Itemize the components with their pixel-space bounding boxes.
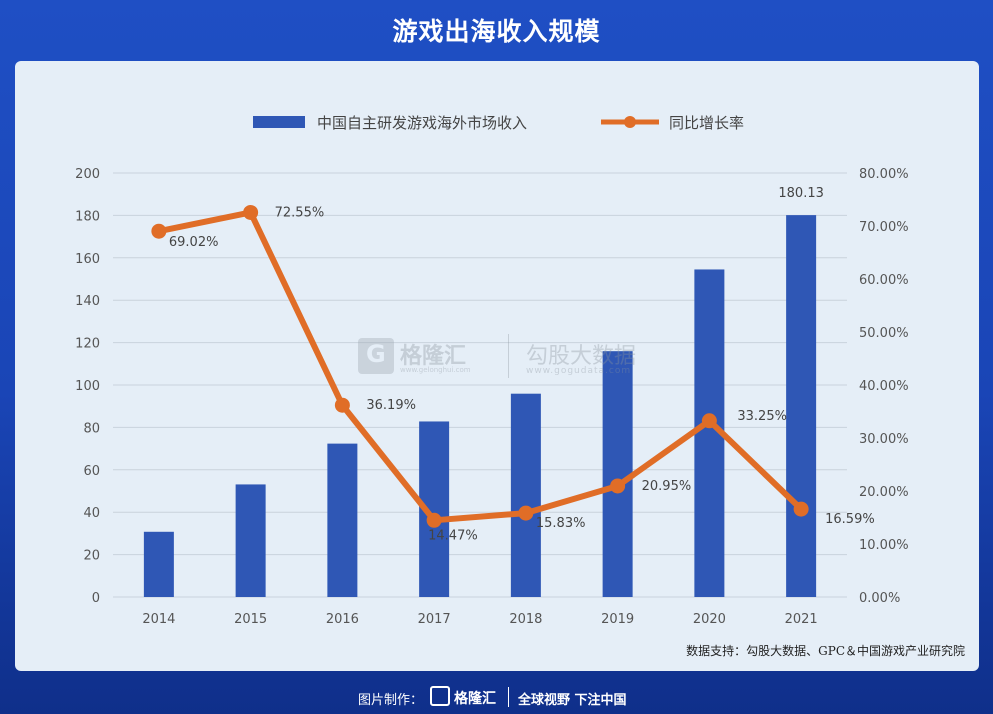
footer-made-by: 图片制作： <box>358 693 424 708</box>
gelonghui-logo-icon: G <box>358 338 394 374</box>
y-left-tick-label: 0 <box>92 591 100 606</box>
x-tick-label: 2020 <box>693 612 726 627</box>
growth-rate-point <box>701 413 717 429</box>
bar-value-label: 180.13 <box>778 186 824 201</box>
x-tick-label: 2018 <box>509 612 542 627</box>
y-right-tick-label: 20.00% <box>859 485 909 500</box>
growth-rate-point <box>610 478 626 494</box>
source-note: 数据支持：勾股大数据、GPC＆中国游戏产业研究院 <box>686 644 965 658</box>
y-left-tick-label: 180 <box>75 209 100 224</box>
gridlines <box>113 172 847 598</box>
footer-slogan: 全球视野 下注中国 <box>518 693 627 708</box>
growth-rate-point <box>426 512 442 528</box>
growth-rate-line <box>155 209 805 524</box>
growth-rate-label: 16.59% <box>825 512 875 527</box>
x-tick-label: 2019 <box>601 612 634 627</box>
watermark-brand-1: 格隆汇 <box>400 344 467 369</box>
y-right-tick-label: 50.00% <box>859 326 909 341</box>
y-right-tick-label: 0.00% <box>859 591 900 606</box>
x-tick-label: 2021 <box>785 612 818 627</box>
y-left-tick-label: 200 <box>75 167 100 182</box>
watermark-url-2: www.gogudata.com <box>526 366 632 376</box>
y-right-tick-label: 80.00% <box>859 167 909 182</box>
page-title: 游戏出海收入规模 <box>392 17 601 46</box>
watermark-url-1: www.gelonghui.com <box>400 366 471 374</box>
footer-logo-icon <box>430 686 450 706</box>
x-tick-label: 2016 <box>326 612 359 627</box>
combo-chart: 中国自主研发游戏海外市场收入 同比增长率 0 20 40 60 80 100 120 140 16… <box>75 114 908 627</box>
y-right-tick-label: 70.00% <box>859 220 909 235</box>
axes: 0 20 40 60 80 100 120 140 160 180 200 0.00% 10.00% 20… <box>75 167 908 627</box>
bar <box>235 484 266 597</box>
bar <box>327 443 358 597</box>
growth-rate-label: 20.95% <box>642 479 692 494</box>
growth-rate-label: 69.02% <box>169 235 219 250</box>
y-left-tick-label: 60 <box>83 464 100 479</box>
growth-rate-label: 14.47% <box>428 528 478 543</box>
growth-rate-point <box>793 501 809 517</box>
legend-line-label: 同比增长率 <box>669 114 744 132</box>
y-right-tick-label: 40.00% <box>859 379 909 394</box>
growth-rate-label: 15.83% <box>536 516 586 531</box>
legend-bar-swatch <box>253 116 305 128</box>
watermark-brand-2: 勾股大数据 <box>526 344 637 369</box>
growth-rate-point <box>518 505 534 521</box>
y-left-tick-label: 20 <box>83 549 100 564</box>
watermark-divider <box>508 334 509 378</box>
growth-rate-point <box>243 204 259 220</box>
x-tick-label: 2014 <box>142 612 175 627</box>
y-left-tick-label: 80 <box>83 421 100 436</box>
bar <box>143 531 174 597</box>
bar <box>510 393 541 597</box>
bar-series <box>143 215 817 598</box>
legend-bar-label: 中国自主研发游戏海外市场收入 <box>317 114 527 132</box>
y-left-tick-label: 120 <box>75 337 100 352</box>
y-left-tick-label: 140 <box>75 294 100 309</box>
growth-rate-point <box>334 397 350 413</box>
growth-rate-label: 72.55% <box>275 205 325 220</box>
growth-rate-point <box>151 223 167 239</box>
y-right-tick-label: 30.00% <box>859 432 909 447</box>
watermark: G 格隆汇 www.gelonghui.com 勾股大数据 www.goguda… <box>358 334 658 384</box>
legend: 中国自主研发游戏海外市场收入 同比增长率 <box>253 114 744 132</box>
x-tick-label: 2015 <box>234 612 267 627</box>
x-tick-label: 2017 <box>418 612 451 627</box>
y-right-tick-label: 10.00% <box>859 538 909 553</box>
y-left-tick-label: 40 <box>83 506 100 521</box>
line-series <box>151 204 809 528</box>
data-labels: 180.13 69.02% 72.55% 36.19% 14.47% 15.83% 20.9… <box>169 186 875 543</box>
y-right-tick-label: 60.00% <box>859 273 909 288</box>
legend-line-marker <box>624 116 636 128</box>
y-left-tick-label: 100 <box>75 379 100 394</box>
footer-divider <box>508 687 509 707</box>
bar <box>602 351 633 597</box>
footer-brand: 格隆汇 <box>454 691 496 707</box>
footer: 图片制作： 格隆汇 全球视野 下注中国 <box>0 683 993 711</box>
y-left-tick-label: 160 <box>75 252 100 267</box>
bar <box>786 215 817 598</box>
growth-rate-label: 36.19% <box>366 398 416 413</box>
chart-panel: 中国自主研发游戏海外市场收入 同比增长率 0 20 40 60 80 100 120 140 16… <box>15 61 979 671</box>
growth-rate-label: 33.25% <box>737 409 787 424</box>
